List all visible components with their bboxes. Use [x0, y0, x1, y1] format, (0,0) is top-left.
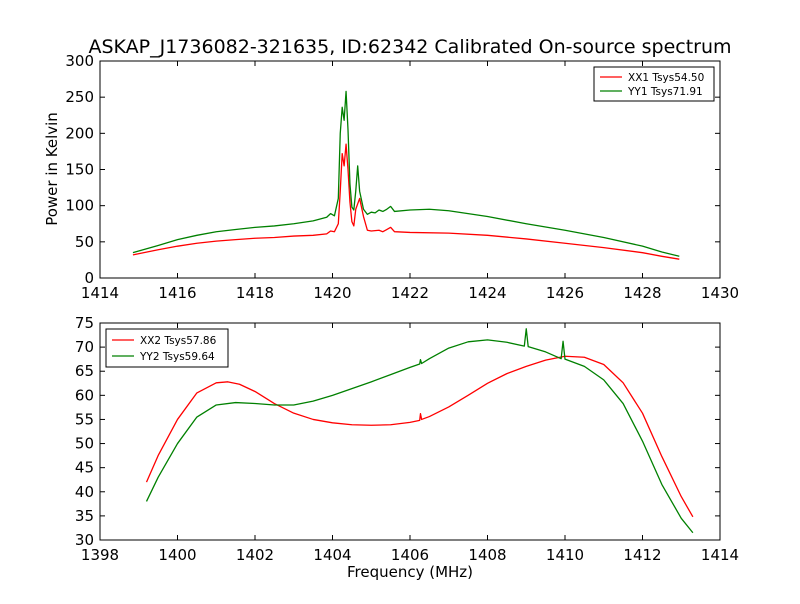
bottom-y-tick-label: 55	[75, 410, 94, 428]
bottom-legend-label-2: YY2 Tsys59.64	[139, 351, 215, 363]
bottom-y-tick-label: 45	[75, 459, 94, 477]
bottom-x-tick-label: 1410	[546, 546, 584, 564]
top-x-tick-label: 1430	[701, 284, 739, 302]
bottom-x-tick-label: 1408	[468, 546, 506, 564]
bottom-x-tick-label: 1402	[236, 546, 274, 564]
bottom-x-tick-label: 1400	[158, 546, 196, 564]
top-y-tick-label: 0	[84, 269, 94, 287]
bottom-x-tick-label: 1412	[623, 546, 661, 564]
bottom-x-tick-label: 1414	[701, 546, 739, 564]
top-y-axis-label: Power in Kelvin	[43, 112, 61, 226]
bottom-y-tick-label: 35	[75, 507, 94, 525]
bottom-y-tick-label: 70	[75, 338, 94, 356]
bottom-series-line-2	[145, 328, 694, 534]
top-y-tick-label: 50	[75, 233, 94, 251]
top-series-line-2	[132, 90, 680, 257]
bottom-y-tick-label: 30	[75, 531, 94, 549]
bottom-axes-frame	[99, 322, 721, 541]
top-y-tick-label: 150	[65, 161, 94, 179]
top-y-tick-label: 250	[65, 88, 94, 106]
bottom-series-line-1	[145, 355, 694, 518]
chart-title: ASKAP_J1736082-321635, ID:62342 Calibrat…	[88, 36, 731, 58]
bottom-y-tick-label: 40	[75, 483, 94, 501]
top-x-tick-label: 1414	[81, 284, 119, 302]
bottom-y-tick-label: 60	[75, 386, 94, 404]
bottom-y-tick-label: 50	[75, 435, 94, 453]
top-x-tick-label: 1420	[313, 284, 351, 302]
top-y-tick-label: 200	[65, 124, 94, 142]
top-plot-panel: 1414 1416 1418 1420 1422 1424 1426 1428 1430 0 50 1…	[65, 52, 739, 302]
top-x-tick-label: 1416	[158, 284, 196, 302]
top-axes-frame	[99, 60, 721, 279]
top-x-tick-label: 1424	[468, 284, 506, 302]
top-legend-label-2: YY1 Tsys71.91	[627, 86, 703, 98]
bottom-x-tick-label: 1398	[81, 546, 119, 564]
bottom-legend-box	[105, 328, 229, 368]
top-y-tick-label: 100	[65, 197, 94, 215]
bottom-series-group	[145, 328, 694, 534]
bottom-y-tick-label: 75	[75, 314, 94, 332]
bottom-y-tick-label: 65	[75, 362, 94, 380]
top-series-line-1	[132, 143, 680, 260]
top-x-tick-label: 1428	[623, 284, 661, 302]
top-legend: XX1 Tsys54.50 YY1 Tsys71.91	[593, 66, 715, 102]
top-legend-box	[593, 66, 715, 102]
bottom-legend-label-1: XX2 Tsys57.86	[140, 335, 217, 347]
bottom-x-tick-label: 1406	[391, 546, 429, 564]
bottom-plot-panel: 1398 1400 1402 1404 1406 1408 1410 1412 1414 30 35…	[75, 314, 739, 564]
top-legend-label-1: XX1 Tsys54.50	[628, 72, 704, 84]
top-x-tick-label: 1426	[546, 284, 584, 302]
top-x-tick-label: 1422	[391, 284, 429, 302]
top-series-group	[132, 90, 680, 260]
bottom-legend: XX2 Tsys57.86 YY2 Tsys59.64	[105, 328, 229, 368]
top-x-tick-label: 1418	[236, 284, 274, 302]
bottom-x-tick-label: 1404	[313, 546, 351, 564]
top-y-tick-label: 300	[65, 52, 94, 70]
bottom-x-axis-label: Frequency (MHz)	[347, 563, 473, 581]
